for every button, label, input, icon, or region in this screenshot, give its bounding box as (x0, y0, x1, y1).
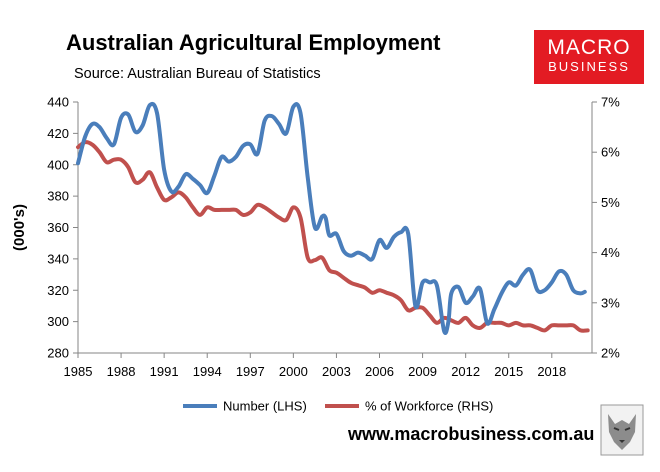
right-tick-label: 6% (601, 145, 620, 160)
x-tick-label: 2015 (494, 364, 523, 379)
legend: Number (LHS) % of Workforce (RHS) (183, 399, 493, 414)
wolf-icon (600, 404, 644, 456)
chart-subtitle: Source: Australian Bureau of Statistics (74, 66, 321, 82)
y-axis-label: (000's) (11, 204, 28, 251)
right-tick-label: 3% (601, 295, 620, 310)
right-tick-label: 7% (601, 95, 620, 110)
x-tick-label: 2012 (451, 364, 480, 379)
left-tick-label: 440 (47, 95, 69, 110)
left-tick-label: 380 (47, 189, 69, 204)
legend-item-percent-label: % of Workforce (RHS) (365, 399, 493, 414)
logo-line-2: BUSINESS (548, 59, 630, 74)
website-url: www.macrobusiness.com.au (348, 424, 595, 444)
left-tick-label: 280 (47, 346, 69, 361)
series-lines (76, 101, 590, 335)
chart-title: Australian Agricultural Employment (66, 30, 441, 55)
right-tick-label: 2% (601, 346, 620, 361)
x-tick-label: 2018 (537, 364, 566, 379)
x-tick-label: 1991 (150, 364, 179, 379)
axes: 280 300 320 340 360 380 400 420 440 2% 3% 4% 5% 6% 7% 1… (11, 95, 620, 380)
x-tick-label: 1988 (107, 364, 136, 379)
series-line-number (76, 101, 587, 335)
x-tick-label: 1985 (64, 364, 93, 379)
legend-item-number-label: Number (LHS) (223, 399, 307, 414)
left-tick-label: 360 (47, 220, 69, 235)
left-tick-label: 320 (47, 283, 69, 298)
x-tick-label: 2003 (322, 364, 351, 379)
x-tick-label: 2009 (408, 364, 437, 379)
left-tick-label: 420 (47, 126, 69, 141)
left-tick-label: 400 (47, 157, 69, 172)
x-tick-label: 2000 (279, 364, 308, 379)
macrobusiness-logo: MACRO BUSINESS (534, 30, 644, 84)
left-tick-label: 340 (47, 251, 69, 266)
x-tick-label: 2006 (365, 364, 394, 379)
x-tick-label: 1997 (236, 364, 265, 379)
right-tick-label: 5% (601, 195, 620, 210)
series-line-percent (76, 140, 590, 333)
logo-line-1: MACRO (547, 36, 631, 59)
x-tick-label: 1994 (193, 364, 222, 379)
right-tick-label: 4% (601, 245, 620, 260)
left-tick-label: 300 (47, 314, 69, 329)
